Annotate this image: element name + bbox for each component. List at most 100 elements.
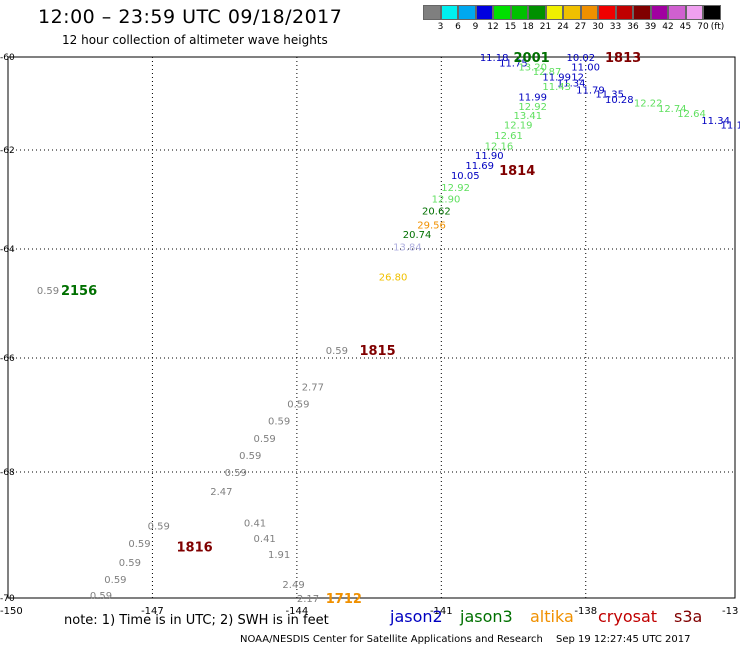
wave-height-value: 11.35 (595, 89, 624, 100)
wave-height-value: 12.92 (518, 102, 547, 113)
wave-height-value: 12.16 (485, 141, 514, 152)
colorbar-swatch (423, 5, 441, 20)
wave-height-value: 0.59 (148, 522, 170, 533)
colorbar-label: 21 (539, 22, 552, 32)
wave-height-value: 11.34 (557, 79, 586, 90)
colorbar-label: 12 (487, 22, 499, 32)
wave-height-value: 10.05 (451, 171, 480, 182)
wave-height-value: 11.10 (721, 120, 740, 131)
colorbar-label: 39 (644, 22, 657, 32)
wave-height-value: 11.00 (571, 62, 600, 73)
colorbar-swatch (563, 5, 581, 20)
colorbar-swatch (440, 5, 458, 20)
wave-height-value: 11.90 (475, 151, 504, 162)
lat-tick-label: -60 (0, 53, 15, 63)
colorbar-swatch (458, 5, 476, 20)
colorbar-swatch (510, 5, 528, 20)
colorbar-swatch (650, 5, 668, 20)
wave-height-value: 0.59 (90, 591, 112, 602)
colorbar-label: 45 (679, 22, 692, 32)
legend-item-jason3: jason3 (460, 607, 513, 626)
colorbar-label: 18 (522, 22, 534, 32)
lon-tick-label: -13 (722, 606, 738, 617)
wave-height-value: 12.64 (677, 109, 706, 120)
wave-height-value: 11.75 (499, 59, 528, 70)
wave-height-value: 0.59 (104, 575, 126, 586)
colorbar-swatch (703, 5, 721, 20)
time-label: 2001 (514, 51, 550, 66)
wave-height-value: 11.18 (480, 53, 509, 64)
wave-height-value: 13.20 (518, 62, 547, 73)
colorbar-swatch (528, 5, 546, 20)
credit-line: NOAA/NESDIS Center for Satellite Applica… (240, 634, 543, 645)
colorbar-label: 33 (609, 22, 622, 32)
legend-item-altika: altika (530, 607, 574, 626)
wave-height-value: 0.59 (225, 468, 247, 479)
colorbar-label: 27 (574, 22, 587, 32)
lon-tick-label: -141 (430, 606, 453, 617)
wave-height-value: 1.91 (268, 550, 290, 561)
wave-height-value: 2.49 (282, 580, 304, 591)
colorbar-label: 3 (437, 22, 444, 32)
wave-height-value: 0.59 (254, 434, 276, 445)
wave-height-value: 11.34 (701, 116, 730, 127)
wave-height-value: 13.41 (514, 111, 543, 122)
wave-height-value: 11.69 (465, 161, 494, 172)
time-label: 1815 (359, 344, 395, 359)
colorbar-label: 15 (504, 22, 517, 32)
wave-height-value: 0.41 (244, 518, 266, 529)
colorbar-swatch (475, 5, 493, 20)
lon-tick-label: -138 (574, 606, 597, 617)
wave-height-value: 11.99 (518, 93, 547, 104)
page-subtitle: 12 hour collection of altimeter wave hei… (62, 33, 328, 47)
lat-tick-label: -62 (0, 146, 15, 156)
wave-height-value: 10.28 (605, 95, 634, 106)
lat-tick-label: -70 (0, 594, 15, 604)
legend-item-s3a: s3a (674, 607, 703, 626)
legend-item-jason2: jason2 (390, 607, 443, 626)
time-label: 1813 (605, 51, 641, 66)
wave-height-value: 20.74 (403, 230, 432, 241)
wave-height-value: 2.17 (297, 594, 319, 605)
lat-tick-label: -66 (0, 354, 15, 364)
colorbar-label: 70 (697, 22, 709, 32)
lon-tick-label: -147 (141, 606, 164, 617)
wave-height-value: 29.56 (417, 220, 446, 231)
time-label: 1816 (177, 540, 213, 555)
colorbar-swatch (493, 5, 511, 20)
lon-tick-label: -144 (286, 606, 309, 617)
lat-tick-label: -64 (0, 245, 15, 255)
timestamp: Sep 19 12:27:45 UTC 2017 (556, 634, 691, 645)
colorbar-unit: (ft) (710, 22, 725, 32)
colorbar-swatch (633, 5, 651, 20)
colorbar-swatch (685, 5, 703, 20)
wave-height-value: 0.59 (268, 417, 290, 428)
colorbar-label: 24 (557, 22, 569, 32)
wave-height-value: 0.59 (128, 539, 150, 550)
wave-height-value: 0.59 (119, 558, 141, 569)
wave-height-value: 11.43 (542, 82, 571, 93)
colorbar (423, 5, 721, 20)
wave-height-value: 0.59 (326, 346, 348, 357)
colorbar-swatch (598, 5, 616, 20)
time-label: 1712 (326, 592, 362, 607)
map-frame (7, 56, 736, 599)
footer-note: note: 1) Time is in UTC; 2) SWH is in fe… (64, 613, 329, 628)
wave-height-value: 13.84 (393, 243, 422, 254)
colorbar-label: 6 (455, 22, 461, 32)
colorbar-label: 42 (662, 22, 674, 32)
time-label: 2156 (61, 284, 97, 299)
colorbar-label: 9 (472, 22, 479, 32)
lat-tick-label: -68 (0, 468, 15, 478)
lon-tick-label: -150 (0, 606, 23, 617)
wave-height-value: 12.22 (634, 99, 663, 110)
wave-height-value: 2.77 (302, 383, 324, 394)
colorbar-label: 36 (627, 22, 639, 32)
wave-height-value: 10.02 (566, 53, 595, 64)
wave-height-value: 0.59 (239, 451, 261, 462)
colorbar-swatch (668, 5, 686, 20)
wave-height-value: 20.62 (422, 206, 451, 217)
wave-height-value: 12 (571, 73, 584, 84)
